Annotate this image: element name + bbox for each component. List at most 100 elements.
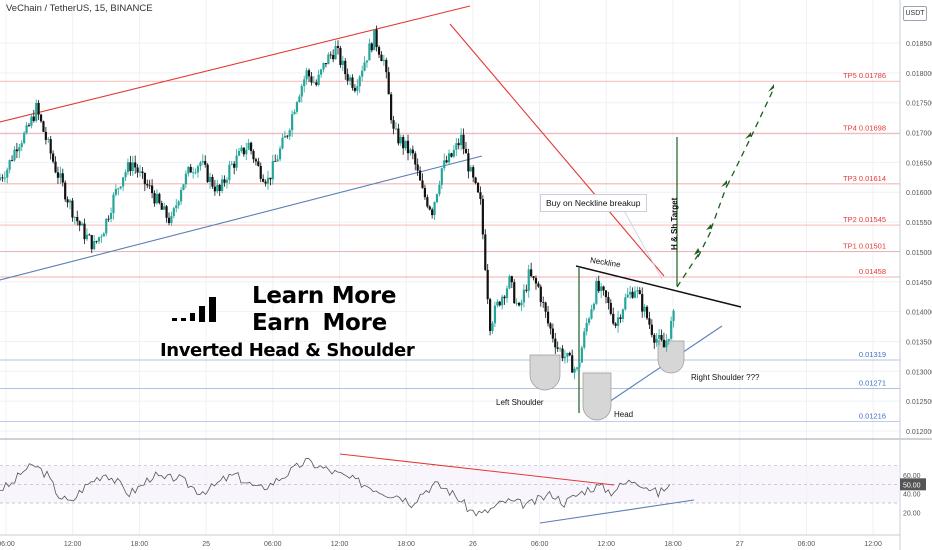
candle-body [631, 291, 634, 298]
time-tick: 25 [202, 541, 210, 548]
candle-body [259, 165, 262, 179]
candle-body [643, 306, 646, 312]
candle-body [237, 150, 241, 156]
candle-body [421, 180, 424, 188]
candle-body [551, 328, 554, 339]
candle-body [30, 116, 33, 126]
rsi-axis[interactable]: 60.00 40.00 20.00 50.00 [900, 473, 926, 517]
candle-body [49, 139, 52, 154]
candle-body [105, 218, 108, 234]
candle-body [71, 200, 74, 218]
candle-body [583, 331, 586, 348]
candle-body [66, 199, 69, 203]
candle-body [559, 348, 562, 350]
candle-body [155, 193, 159, 204]
candle-body [0, 177, 2, 181]
candle-body [629, 291, 632, 295]
candle-body [332, 54, 335, 60]
candle-body [32, 116, 35, 121]
candle-body [496, 301, 499, 306]
candle-body [479, 192, 482, 200]
candle-body [315, 82, 318, 85]
time-tick: 06:00 [798, 541, 816, 548]
candle-body [476, 182, 480, 193]
left-shoulder-cup [529, 354, 561, 391]
candle-body [298, 96, 301, 103]
signal-bars-icon [172, 297, 216, 322]
candle-body [573, 368, 576, 373]
candle-body [199, 162, 202, 167]
candle-body [10, 160, 14, 161]
candle-body [452, 149, 455, 157]
candle-body [235, 155, 238, 168]
candle-body [327, 54, 330, 65]
candle-body [6, 169, 9, 178]
candle-body [418, 170, 422, 181]
candle-body [230, 163, 233, 165]
candle-body [455, 143, 458, 150]
candle-body [300, 86, 303, 97]
price-tick: 0.012000 [906, 429, 932, 436]
candle-body [276, 159, 279, 162]
candle-body [52, 153, 55, 162]
candle-body [129, 162, 132, 172]
rsi-tick: 40.00 [903, 492, 921, 499]
candle-body [35, 102, 38, 121]
candle-body [614, 323, 617, 326]
candle-body [37, 102, 40, 115]
candle-body [428, 206, 431, 210]
candle-body [532, 276, 535, 278]
candle-body [182, 184, 185, 190]
candle-body [370, 43, 373, 51]
candle-body [3, 177, 6, 179]
candle-body [269, 177, 272, 180]
candle-body [68, 200, 72, 203]
candle-body [505, 288, 509, 299]
time-tick: 06:00 [0, 541, 15, 548]
candle-body [624, 297, 627, 310]
candle-body [39, 114, 43, 122]
candle-body [621, 309, 624, 319]
arrowheads [694, 84, 774, 255]
candle-body [397, 128, 400, 144]
candle-body [346, 74, 349, 81]
candle-body [73, 216, 76, 218]
candle-body [124, 172, 127, 178]
hs-target-label: H & Sh Target [670, 197, 679, 250]
candle-body [568, 352, 571, 356]
level-label: 0.01458 [859, 267, 886, 276]
time-axis[interactable]: 06:00 12:00 18:00 25 06:00 12:00 18:00 26 06:00 1… [0, 541, 882, 548]
candle-body [216, 184, 219, 192]
candle-body [119, 186, 122, 189]
candle-body [365, 60, 369, 63]
candle-body [549, 323, 552, 329]
candle-body [245, 149, 248, 155]
candle-body [508, 276, 511, 289]
time-tick: 27 [736, 541, 744, 548]
candle-body [189, 166, 192, 173]
candle-body [307, 70, 311, 77]
candle-body [542, 302, 545, 303]
candle-body [117, 188, 120, 190]
candle-body [64, 182, 67, 200]
time-tick: 26 [469, 541, 477, 548]
head-label: Head [614, 410, 634, 419]
candle-body [271, 160, 274, 180]
symbol-title[interactable]: VeChain / TetherUS, 15, BINANCE [6, 3, 153, 14]
level-labels: TP5 0.01786 TP4 0.01698 TP3 0.01614 TP2 0.0… [843, 71, 886, 420]
candle-body [539, 286, 542, 303]
candle-body [233, 163, 236, 168]
candle-body [587, 318, 591, 323]
candle-body [571, 355, 574, 373]
candle-body [382, 59, 385, 62]
level-label: 0.01271 [859, 379, 886, 388]
candle-body [363, 62, 366, 71]
currency-badge[interactable]: USDT [903, 6, 927, 21]
candle-body [208, 176, 212, 182]
candle-body [387, 72, 390, 95]
candle-body [44, 131, 47, 140]
candle-body [351, 77, 354, 88]
